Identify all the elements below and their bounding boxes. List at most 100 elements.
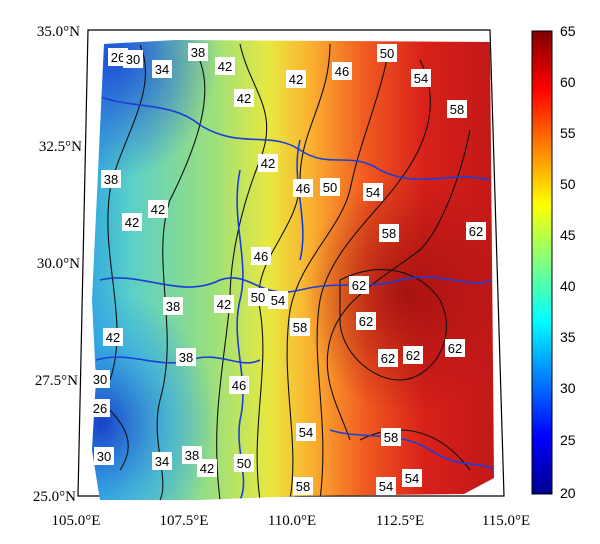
contour-label: 54 bbox=[296, 423, 316, 441]
svg-text:46: 46 bbox=[254, 249, 268, 264]
contour-label-layer: 26 30 38 34 42 42 42 46 50 54 58 42 46 5… bbox=[90, 43, 486, 495]
svg-text:58: 58 bbox=[296, 479, 310, 494]
svg-text:42: 42 bbox=[289, 72, 303, 87]
lat-tick-label: 32.5°N bbox=[39, 139, 82, 155]
svg-text:46: 46 bbox=[335, 64, 349, 79]
svg-text:42: 42 bbox=[218, 59, 232, 74]
colorbar-tick-label: 65 bbox=[560, 23, 576, 39]
colorbar-tick-label: 45 bbox=[560, 227, 576, 243]
svg-text:42: 42 bbox=[261, 156, 275, 171]
contour-label: 54 bbox=[411, 69, 431, 87]
lon-tick-label: 110.0°E bbox=[268, 513, 316, 529]
svg-text:42: 42 bbox=[151, 202, 165, 217]
contour-label: 50 bbox=[234, 454, 254, 472]
svg-text:46: 46 bbox=[296, 181, 310, 196]
contour-label: 38 bbox=[188, 43, 208, 61]
svg-text:50: 50 bbox=[380, 46, 394, 61]
svg-text:54: 54 bbox=[379, 479, 393, 494]
contour-label: 34 bbox=[152, 452, 172, 470]
svg-text:58: 58 bbox=[450, 102, 464, 117]
svg-text:42: 42 bbox=[106, 330, 120, 345]
colorbar-tick-label: 25 bbox=[560, 432, 576, 448]
lat-tick-label: 30.0°N bbox=[37, 256, 80, 272]
colorbar-tick-label: 20 bbox=[560, 485, 576, 501]
contour-label: 62 bbox=[349, 276, 369, 294]
colorbar-tick-label: 35 bbox=[560, 329, 576, 345]
lon-tick-label: 112.5°E bbox=[376, 513, 424, 529]
svg-text:38: 38 bbox=[166, 299, 180, 314]
lon-tick-label: 115.0°E bbox=[482, 513, 530, 529]
contour-label: 54 bbox=[363, 183, 383, 201]
svg-text:34: 34 bbox=[155, 454, 169, 469]
svg-text:54: 54 bbox=[271, 293, 285, 308]
contour-label: 42 bbox=[215, 57, 235, 75]
svg-text:50: 50 bbox=[237, 456, 251, 471]
contour-label: 58 bbox=[447, 100, 467, 118]
svg-text:62: 62 bbox=[381, 351, 395, 366]
contour-label: 54 bbox=[402, 469, 422, 487]
contour-label: 42 bbox=[103, 328, 123, 346]
contour-label: 62 bbox=[378, 349, 398, 367]
contour-label: 34 bbox=[152, 60, 172, 78]
contour-label: 58 bbox=[381, 428, 401, 446]
contour-label: 54 bbox=[376, 477, 396, 495]
contour-label: 58 bbox=[379, 224, 399, 242]
svg-text:42: 42 bbox=[200, 461, 214, 476]
contour-label: 38 bbox=[163, 297, 183, 315]
lon-tick-label: 107.5°E bbox=[160, 513, 209, 529]
contour-label: 38 bbox=[101, 170, 121, 188]
contour-label: 50 bbox=[377, 44, 397, 62]
svg-text:58: 58 bbox=[382, 226, 396, 241]
contour-label: 30 bbox=[94, 447, 114, 465]
contour-label: 42 bbox=[214, 295, 234, 313]
svg-text:54: 54 bbox=[405, 471, 419, 486]
svg-text:58: 58 bbox=[293, 320, 307, 335]
svg-text:50: 50 bbox=[251, 290, 265, 305]
contour-label: 62 bbox=[403, 346, 423, 364]
svg-text:30: 30 bbox=[126, 52, 140, 67]
contour-label: 26 bbox=[90, 399, 110, 417]
svg-text:42: 42 bbox=[217, 297, 231, 312]
contour-label: 50 bbox=[320, 178, 340, 196]
contour-label: 42 bbox=[286, 70, 306, 88]
lat-tick-label: 25.0°N bbox=[33, 489, 76, 505]
svg-text:42: 42 bbox=[237, 91, 251, 106]
contour-label: 30 bbox=[90, 370, 110, 388]
svg-text:38: 38 bbox=[185, 448, 199, 463]
svg-text:62: 62 bbox=[359, 314, 373, 329]
svg-text:50: 50 bbox=[323, 180, 337, 195]
lat-tick-label: 27.5°N bbox=[35, 373, 78, 389]
lon-tick-label: 105.0°E bbox=[52, 513, 101, 529]
latitude-axis: 35.0°N 32.5°N 30.0°N 27.5°N 25.0°N bbox=[33, 24, 82, 505]
svg-text:42: 42 bbox=[125, 215, 139, 230]
contour-label: 62 bbox=[356, 312, 376, 330]
contour-label: 42 bbox=[234, 89, 254, 107]
contour-label: 38 bbox=[176, 348, 196, 366]
contour-label: 58 bbox=[293, 477, 313, 495]
contour-label: 62 bbox=[445, 339, 465, 357]
colorbar-tick-label: 55 bbox=[560, 125, 576, 141]
lat-tick-label: 35.0°N bbox=[37, 24, 80, 40]
contour-label: 46 bbox=[229, 376, 249, 394]
svg-text:30: 30 bbox=[93, 372, 107, 387]
colorbar-tick-label: 60 bbox=[560, 74, 576, 90]
svg-text:34: 34 bbox=[155, 62, 169, 77]
svg-text:54: 54 bbox=[299, 425, 313, 440]
contour-label: 42 bbox=[197, 459, 217, 477]
colorbar-tick-label: 50 bbox=[560, 176, 576, 192]
colorbar-tick-label: 30 bbox=[560, 380, 576, 396]
svg-text:46: 46 bbox=[232, 378, 246, 393]
contour-label: 42 bbox=[258, 154, 278, 172]
svg-text:62: 62 bbox=[448, 341, 462, 356]
contour-label: 46 bbox=[293, 179, 313, 197]
contour-label: 46 bbox=[251, 247, 271, 265]
contour-label: 46 bbox=[332, 62, 352, 80]
contour-label: 30 bbox=[123, 50, 143, 68]
colorbar-bar bbox=[531, 30, 553, 495]
svg-text:58: 58 bbox=[384, 430, 398, 445]
svg-text:26: 26 bbox=[111, 50, 125, 65]
svg-text:38: 38 bbox=[179, 350, 193, 365]
contour-label: 42 bbox=[148, 200, 168, 218]
svg-text:54: 54 bbox=[366, 185, 380, 200]
